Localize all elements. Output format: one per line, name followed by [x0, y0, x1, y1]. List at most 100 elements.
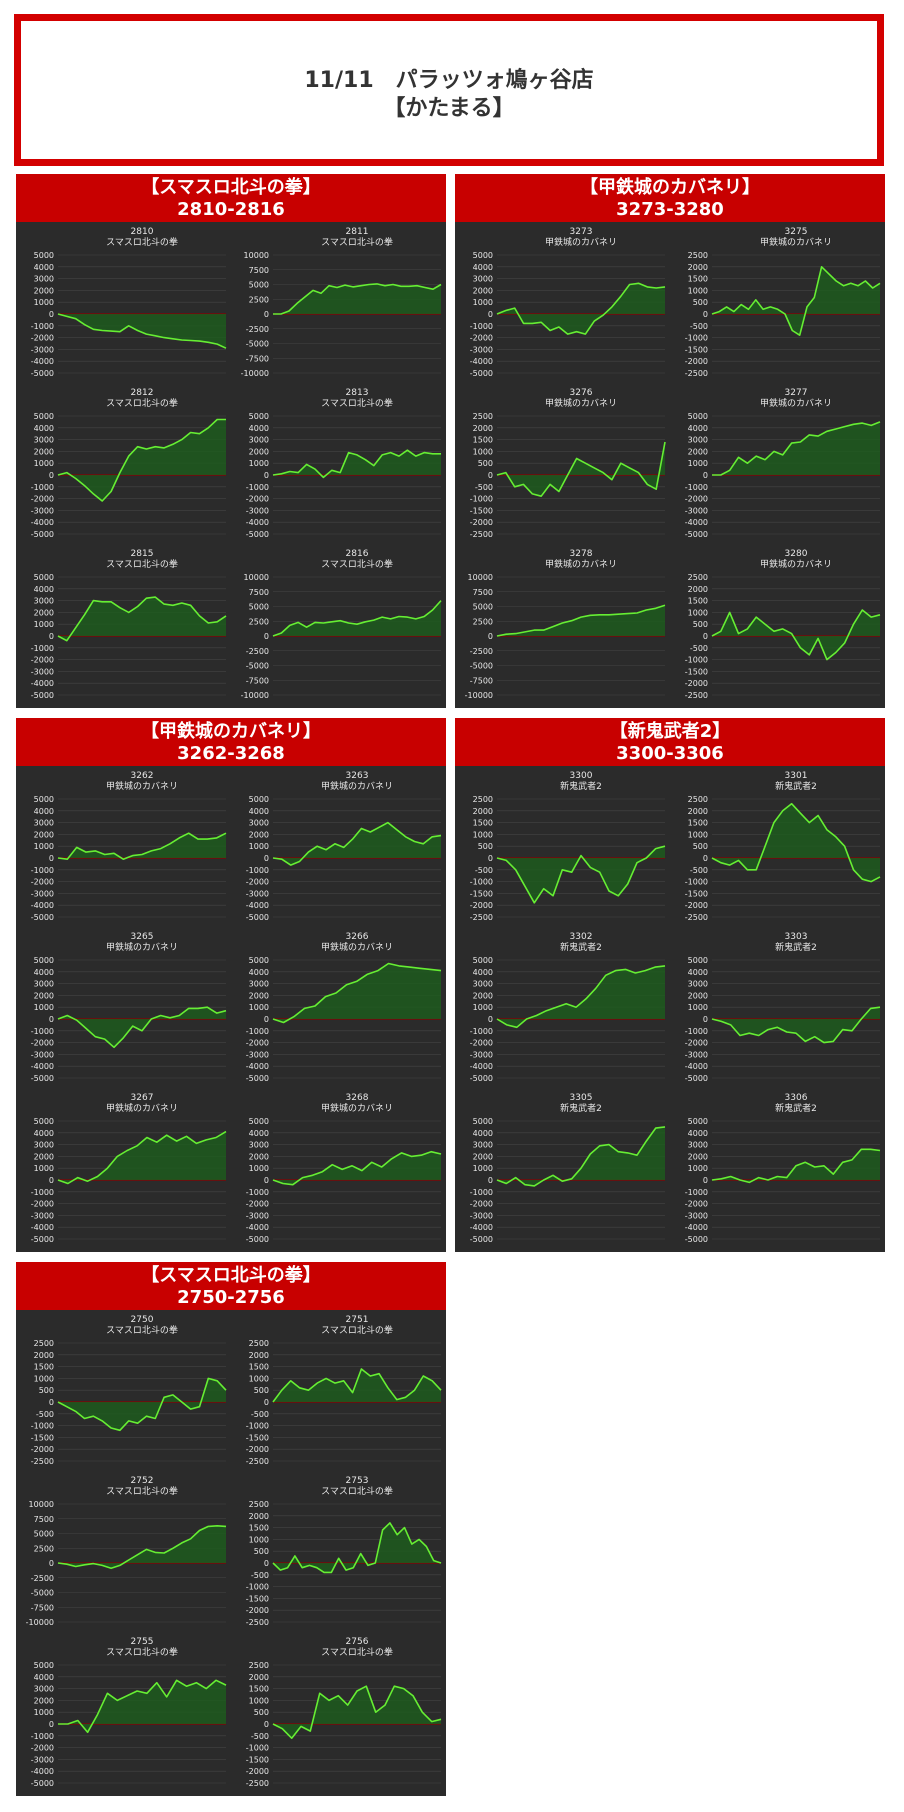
y-tick-label: 0	[488, 1176, 493, 1185]
y-tick-label: 4000	[34, 1129, 54, 1138]
chart-machine-number: 2750	[131, 1315, 154, 1325]
y-tick-label: -2000	[31, 878, 54, 887]
y-tick-label: 1000	[34, 620, 54, 629]
y-tick-label: -2500	[246, 647, 269, 656]
y-tick-label: -5000	[685, 1235, 708, 1244]
y-tick-label: -1500	[685, 889, 708, 898]
y-tick-label: 2000	[34, 447, 54, 456]
y-tick-label: 2000	[34, 1152, 54, 1161]
panel-2810: 【スマスロ北斗の拳】 2810-2816 2810 スマスロ北斗の拳 5000 400…	[16, 174, 446, 708]
series-line	[57, 313, 227, 349]
chart-model-name: 新鬼武者2	[775, 1102, 817, 1114]
y-tick-label: 2000	[473, 286, 493, 295]
y-tick-label: -500	[690, 866, 708, 875]
panel-header: 【スマスロ北斗の拳】 2810-2816	[16, 174, 446, 222]
y-tick-label: -10000	[26, 1618, 54, 1627]
y-tick-label: 4000	[34, 424, 54, 433]
y-tick-label: 5000	[249, 956, 269, 965]
y-tick-label: 500	[693, 620, 708, 629]
y-tick-label: -5000	[31, 691, 54, 700]
y-tick-label: 2000	[473, 1152, 493, 1161]
y-tick-label: 1000	[688, 459, 708, 468]
series-line	[57, 1377, 227, 1432]
y-tick-label: 0	[488, 310, 493, 319]
series-area	[58, 1131, 226, 1184]
y-tick-label: 0	[264, 310, 269, 319]
y-tick-label: 5000	[34, 1117, 54, 1126]
series-area	[497, 1126, 665, 1186]
y-tick-label: 1000	[34, 459, 54, 468]
y-tick-label: -1000	[685, 1027, 708, 1036]
chart-machine-number: 3262	[131, 771, 154, 781]
y-tick-label: 2000	[34, 1696, 54, 1705]
panel-header: 【スマスロ北斗の拳】 2750-2756	[16, 1262, 446, 1310]
y-tick-label: 1000	[473, 447, 493, 456]
y-tick-label: -1000	[470, 878, 493, 887]
series-area	[273, 1686, 441, 1739]
chart-model-name: 新鬼武者2	[560, 780, 602, 792]
y-tick-label: 2500	[688, 251, 708, 260]
y-tick-label: -2500	[685, 369, 708, 378]
y-tick-label: -500	[36, 1410, 54, 1419]
y-tick-label: 0	[264, 854, 269, 863]
y-tick-label: 1000	[34, 1164, 54, 1173]
y-tick-label: 1500	[249, 1685, 269, 1694]
y-tick-label: 3000	[688, 980, 708, 989]
series-area	[712, 266, 880, 336]
series-area	[712, 610, 880, 660]
y-tick-label: 0	[49, 1015, 54, 1024]
y-tick-label: -1000	[685, 334, 708, 343]
y-tick-label: -1000	[246, 1188, 269, 1197]
chart-model-name: スマスロ北斗の拳	[321, 1485, 393, 1497]
y-tick-label: -1000	[685, 483, 708, 492]
chart-model-name: 甲鉄城のカバネリ	[545, 236, 617, 248]
series-line	[57, 418, 226, 502]
chart-machine-number: 2816	[346, 549, 369, 559]
y-tick-label: -1500	[31, 1433, 54, 1442]
y-tick-label: -4000	[685, 518, 708, 527]
y-tick-label: -5000	[685, 530, 708, 539]
y-tick-label: 4000	[34, 263, 54, 272]
y-tick-label: 1500	[688, 819, 708, 828]
y-tick-label: -5000	[246, 1235, 269, 1244]
y-tick-label: -1500	[685, 345, 708, 354]
series-line	[496, 1126, 666, 1187]
y-tick-label: -2500	[246, 1457, 269, 1466]
y-tick-label: 3000	[34, 819, 54, 828]
y-tick-label: -2000	[246, 878, 269, 887]
y-tick-label: -2500	[31, 1457, 54, 1466]
panel-range: 2810-2816	[177, 199, 285, 220]
y-tick-label: -2000	[246, 1767, 269, 1776]
chart-model-name: 甲鉄城のカバネリ	[545, 397, 617, 409]
series-area	[273, 1522, 441, 1573]
y-tick-label: 1000	[688, 830, 708, 839]
y-tick-label: 500	[693, 298, 708, 307]
y-tick-label: 5000	[34, 1661, 54, 1670]
chart-machine-number: 2755	[131, 1637, 154, 1647]
y-tick-label: -500	[690, 644, 708, 653]
y-tick-label: -2000	[685, 1200, 708, 1209]
y-tick-label: 2000	[688, 1152, 708, 1161]
y-tick-label: 4000	[688, 424, 708, 433]
y-tick-label: -4000	[31, 1062, 54, 1071]
store-subtitle: 【かたまる】	[383, 96, 515, 121]
y-tick-label: -4000	[31, 1767, 54, 1776]
y-tick-label: 4000	[688, 968, 708, 977]
y-tick-label: 0	[488, 632, 493, 641]
y-tick-label: 0	[703, 854, 708, 863]
y-tick-label: 3000	[688, 1141, 708, 1150]
panel-charts: 2810 スマスロ北斗の拳 5000 4000 3000 2000 1000 0 -1000 -2…	[16, 222, 446, 712]
y-tick-label: -1500	[470, 889, 493, 898]
chart-machine-number: 3267	[131, 1093, 154, 1103]
y-tick-label: -4000	[246, 518, 269, 527]
series-line	[272, 449, 441, 479]
y-tick-label: 4000	[34, 585, 54, 594]
series-area	[58, 1378, 226, 1431]
